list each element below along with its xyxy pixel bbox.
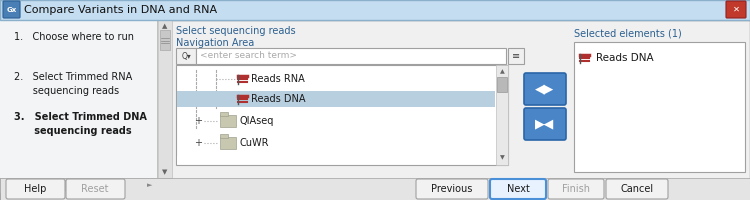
Text: Previous: Previous xyxy=(431,184,472,194)
FancyBboxPatch shape xyxy=(220,112,228,116)
Text: CuWR: CuWR xyxy=(240,138,269,148)
Text: Next: Next xyxy=(506,184,530,194)
Text: Select sequencing reads: Select sequencing reads xyxy=(176,26,296,36)
Text: Selected elements (1): Selected elements (1) xyxy=(574,28,682,38)
Text: ▶◀: ▶◀ xyxy=(536,117,554,130)
Text: 3.   Select Trimmed DNA
      sequencing reads: 3. Select Trimmed DNA sequencing reads xyxy=(14,112,147,136)
FancyBboxPatch shape xyxy=(157,20,158,178)
FancyBboxPatch shape xyxy=(6,179,65,199)
FancyBboxPatch shape xyxy=(220,115,236,127)
Text: +: + xyxy=(194,116,202,126)
Text: Help: Help xyxy=(24,184,46,194)
Text: Reads DNA: Reads DNA xyxy=(251,94,305,104)
Text: ▼: ▼ xyxy=(500,156,504,160)
FancyBboxPatch shape xyxy=(220,137,236,149)
Text: 2.   Select Trimmed RNA
      sequencing reads: 2. Select Trimmed RNA sequencing reads xyxy=(14,72,132,96)
Text: ►: ► xyxy=(147,182,152,188)
Text: Compare Variants in DNA and RNA: Compare Variants in DNA and RNA xyxy=(24,5,218,15)
FancyBboxPatch shape xyxy=(0,0,750,20)
FancyBboxPatch shape xyxy=(176,48,196,64)
Text: ✕: ✕ xyxy=(733,5,740,14)
Text: Gx: Gx xyxy=(6,7,16,13)
Text: <enter search term>: <enter search term> xyxy=(200,51,297,60)
FancyBboxPatch shape xyxy=(606,179,668,199)
Text: Cancel: Cancel xyxy=(620,184,653,194)
FancyBboxPatch shape xyxy=(220,134,228,138)
FancyBboxPatch shape xyxy=(524,73,566,105)
FancyBboxPatch shape xyxy=(3,1,20,18)
Text: 1.   Choose where to run: 1. Choose where to run xyxy=(14,32,134,42)
FancyBboxPatch shape xyxy=(177,156,495,164)
Text: ◀▶: ◀▶ xyxy=(536,82,554,96)
Text: Q▾: Q▾ xyxy=(182,51,190,60)
Text: +: + xyxy=(194,138,202,148)
FancyBboxPatch shape xyxy=(416,179,488,199)
Text: ▼: ▼ xyxy=(162,169,168,175)
FancyBboxPatch shape xyxy=(0,20,750,200)
Text: Reads DNA: Reads DNA xyxy=(596,53,653,63)
FancyBboxPatch shape xyxy=(574,42,745,172)
FancyBboxPatch shape xyxy=(177,91,495,107)
Text: Navigation Area: Navigation Area xyxy=(176,38,254,48)
FancyBboxPatch shape xyxy=(160,30,170,50)
FancyBboxPatch shape xyxy=(490,179,546,199)
FancyBboxPatch shape xyxy=(0,178,158,192)
Text: ◄: ◄ xyxy=(6,182,11,188)
FancyBboxPatch shape xyxy=(548,179,604,199)
FancyBboxPatch shape xyxy=(0,20,158,178)
FancyBboxPatch shape xyxy=(196,48,506,64)
FancyBboxPatch shape xyxy=(524,108,566,140)
Text: Reset: Reset xyxy=(81,184,109,194)
FancyBboxPatch shape xyxy=(50,180,110,190)
FancyBboxPatch shape xyxy=(66,179,125,199)
FancyBboxPatch shape xyxy=(497,77,507,92)
FancyBboxPatch shape xyxy=(496,65,508,165)
FancyBboxPatch shape xyxy=(726,1,746,18)
FancyBboxPatch shape xyxy=(158,20,172,178)
Text: QIAseq: QIAseq xyxy=(240,116,274,126)
Text: ▲: ▲ xyxy=(500,70,504,74)
FancyBboxPatch shape xyxy=(176,65,508,165)
FancyBboxPatch shape xyxy=(0,178,750,200)
Text: Finish: Finish xyxy=(562,184,590,194)
Text: ▲: ▲ xyxy=(162,23,168,29)
Text: ≡: ≡ xyxy=(512,51,520,61)
FancyBboxPatch shape xyxy=(508,48,524,64)
Text: Reads RNA: Reads RNA xyxy=(251,74,305,84)
